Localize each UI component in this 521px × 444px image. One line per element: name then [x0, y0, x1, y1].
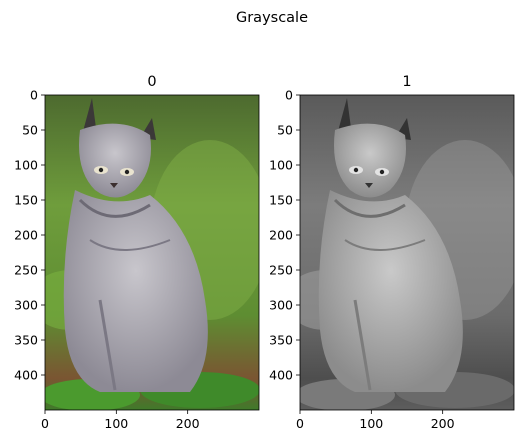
panel-1-ytick-label-3: 150: [269, 193, 293, 208]
panel-1-ytick-label-4: 200: [269, 228, 293, 243]
panel-1-xtick-label-1: 100: [359, 416, 383, 431]
panel-1-ytick-label-0: 0: [285, 88, 293, 103]
panel-0-ytick-label-2: 100: [14, 158, 38, 173]
panel-1-ytick-label-5: 250: [269, 263, 293, 278]
lynx-figure-0: [63, 98, 208, 392]
panel-1-ytick-label-7: 350: [269, 333, 293, 348]
panel-1-ytick-label-2: 100: [269, 158, 293, 173]
panel-0-ytick-label-4: 200: [14, 228, 38, 243]
panel-0-ytick-label-7: 350: [14, 333, 38, 348]
panel-0-image: [45, 95, 259, 410]
panel-0-frame: [44, 94, 260, 411]
panel-0-axis-marks: 0 100 200 0 50 100 150 200 250 300 350 400: [14, 88, 200, 432]
panel-1-axis-marks: 0 100 200 0 50 100 150 200 250 300 350 400: [269, 88, 455, 432]
panel-0-ytick-label-1: 50: [22, 123, 38, 138]
panel-0-ytick-label-6: 300: [14, 298, 38, 313]
panel-0-ytick-label-5: 250: [14, 263, 38, 278]
panel-1-ytick-label-1: 50: [277, 123, 293, 138]
suptitle: Grayscale: [236, 10, 308, 26]
panel-0-ytick-label-3: 150: [14, 193, 38, 208]
panel-0-title: 0: [147, 74, 156, 90]
panel-0-xtick-label-0: 0: [41, 416, 49, 431]
panel-0: 0 0 100 200 0 50 100 150 200 250: [14, 74, 260, 432]
panel-0-ytick-label-0: 0: [30, 88, 38, 103]
panel-1-frame: [299, 94, 515, 411]
panel-1-xtick-label-2: 200: [431, 416, 455, 431]
lynx-figure-1: [318, 98, 463, 392]
panel-0-ytick-label-8: 400: [14, 368, 38, 383]
panel-1-image: [300, 95, 514, 410]
panel-1-ytick-label-8: 400: [269, 368, 293, 383]
panel-1: 1 0 100 200 0 50 100 150 200 250: [269, 74, 515, 432]
panel-1-ytick-label-6: 300: [269, 298, 293, 313]
panel-0-xtick-label-2: 200: [176, 416, 200, 431]
panel-0-xtick-label-1: 100: [104, 416, 128, 431]
panel-1-title: 1: [402, 74, 411, 90]
panel-1-xtick-label-0: 0: [296, 416, 304, 431]
